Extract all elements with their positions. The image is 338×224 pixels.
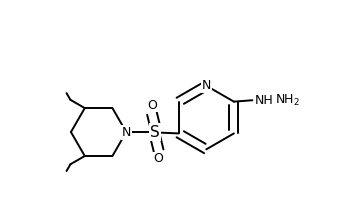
Text: O: O: [147, 99, 157, 112]
Text: S: S: [150, 125, 160, 140]
Text: NH$_2$: NH$_2$: [275, 93, 300, 108]
Text: NH: NH: [255, 94, 274, 107]
Text: N: N: [122, 125, 131, 139]
Text: O: O: [154, 152, 164, 165]
Text: N: N: [202, 79, 211, 92]
